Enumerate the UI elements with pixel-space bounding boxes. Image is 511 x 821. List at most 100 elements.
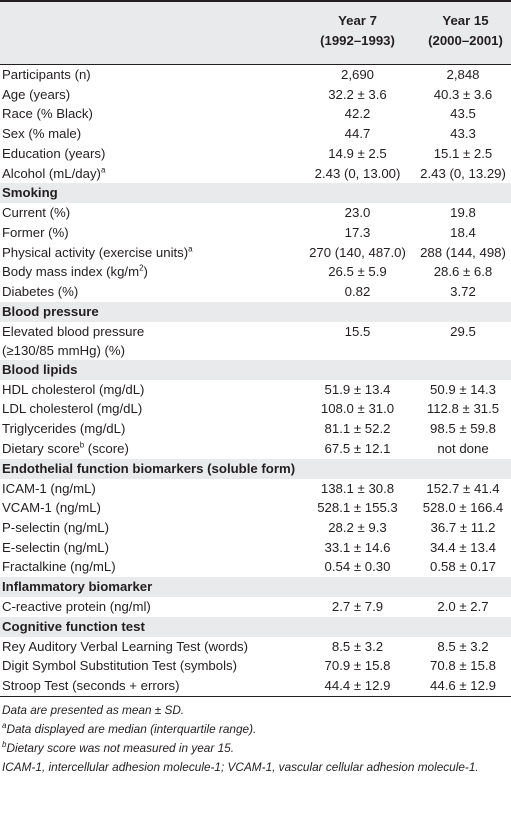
row-label-text: Former (%) <box>2 224 69 240</box>
header-year7: Year 7 (1992–1993) <box>300 11 415 51</box>
row-label-text: Participants (n) <box>2 67 91 82</box>
value-year15: 18.4 <box>450 224 476 240</box>
value-year7: 108.0 ± 31.0 <box>320 401 395 417</box>
row-label: Current (%) <box>0 203 300 223</box>
row-label: E-selectin (ng/mL) <box>0 538 300 558</box>
value-year15: 112.8 ± 31.5 <box>426 401 500 417</box>
value-year15: 44.6 ± 12.9 <box>430 678 496 694</box>
row-label: LDL cholesterol (mg/dL) <box>0 399 300 419</box>
header-year7-range: (1992–1993) <box>320 33 395 48</box>
row-label-text: Body mass index (kg/m <box>2 264 140 280</box>
value-year7: 14.9 ± 2.5 <box>328 145 387 161</box>
table-row: ICAM-1 (ng/mL) 138.1 ± 30.8 152.7 ± 41.4 <box>0 479 511 499</box>
row-label-suffix: ) <box>143 264 148 280</box>
section-title: Smoking <box>0 183 511 204</box>
header-year7-title: Year 7 <box>338 13 377 28</box>
section-title: Endothelial function biomarkers (soluble… <box>0 458 511 479</box>
table-row: HDL cholesterol (mg/dL) 51.9 ± 13.4 50.9 ±… <box>0 380 511 400</box>
row-label-text: Triglycerides (mg/dL) <box>2 421 126 437</box>
section-title: Blood pressure <box>0 301 511 322</box>
row-label: Dietary scoreb (score) <box>0 439 300 459</box>
table-row: Stroop Test (seconds + errors) 44.4 ± 12.… <box>0 676 511 696</box>
row-label: VCAM-1 (ng/mL) <box>0 498 300 518</box>
value-year7: 44.7 <box>344 126 371 142</box>
value-year7: 44.4 ± 12.9 <box>324 678 391 694</box>
value-year7: 81.1 ± 52.2 <box>324 421 391 437</box>
value-year15: 50.9 ± 14.3 <box>430 381 496 397</box>
footnote-abbreviations: ICAM-1, intercellular adhesion molecule-… <box>2 760 479 775</box>
table-row: Sex (% male) 44.7 43.3 <box>0 124 511 144</box>
footnote-b: bDietary score was not measured in year … <box>2 739 509 758</box>
value-year7: 15.5 <box>344 323 371 339</box>
section-title: Cognitive function test <box>0 616 511 637</box>
value-year15: 3.72 <box>450 284 476 300</box>
value-year7: 67.5 ± 12.1 <box>324 440 391 456</box>
row-label: Age (years) <box>0 85 300 105</box>
table-row: Body mass index (kg/m2) 26.5 ± 5.9 28.6 ± … <box>0 262 511 282</box>
row-label-text: Race (% Black) <box>2 106 93 122</box>
value-year15: 40.3 ± 3.6 <box>433 86 493 102</box>
footnote-mean-sd: Data are presented as mean ± SD. <box>2 702 185 717</box>
row-label-text: HDL cholesterol (mg/dL) <box>2 381 145 397</box>
row-label: Alcohol (mL/day)a <box>0 164 300 184</box>
row-label-text: C-reactive protein (ng/ml) <box>2 599 151 615</box>
row-label-text: Sex (% male) <box>2 126 82 142</box>
section-title: Inflammatory biomarker <box>0 577 511 598</box>
row-label: Elevated blood pressure (≥130/85 mmHg) (%… <box>0 322 300 360</box>
value-year7: 8.5 ± 3.2 <box>331 638 384 654</box>
row-label: Fractalkine (ng/mL) <box>0 557 300 577</box>
table-row: Digit Symbol Substitution Test (symbols)… <box>0 656 511 676</box>
value-year7: 51.9 ± 13.4 <box>324 381 391 397</box>
section-header-row: Cognitive function test <box>0 616 511 637</box>
value-year15: not done <box>437 440 489 456</box>
footnote-a: aData displayed are median (interquartil… <box>2 720 509 739</box>
value-year15: 29.5 <box>450 323 476 339</box>
value-year7: 32.2 ± 3.6 <box>328 86 387 102</box>
value-year7: 23.0 <box>344 205 371 221</box>
value-year15: 2.0 ± 2.7 <box>437 599 489 615</box>
row-label: C-reactive protein (ng/ml) <box>0 597 300 617</box>
row-label: ICAM-1 (ng/mL) <box>0 479 300 499</box>
value-year15: 98.5 ± 59.8 <box>430 421 496 437</box>
row-label-text: LDL cholesterol (mg/dL) <box>2 401 143 417</box>
value-year15: 70.8 ± 15.8 <box>430 658 496 674</box>
row-label: Participants (n) <box>0 65 300 85</box>
row-label-text: Digit Symbol Substitution Test (symbols) <box>2 658 238 674</box>
row-label: Rey Auditory Verbal Learning Test (words… <box>0 637 300 657</box>
row-label-text: Stroop Test (seconds + errors) <box>2 678 180 694</box>
row-label-text: E-selectin (ng/mL) <box>2 539 110 555</box>
row-label-text: P-selectin (ng/mL) <box>2 519 110 535</box>
row-label-suffix: (score) <box>84 440 129 456</box>
row-label-text: Physical activity (exercise units) <box>2 244 189 260</box>
table-row: C-reactive protein (ng/ml) 2.7 ± 7.9 2.0 ±… <box>0 597 511 617</box>
row-label-text: Elevated blood pressure <box>2 323 145 339</box>
value-year7: 17.3 <box>344 224 371 240</box>
footnote-marker: a <box>100 165 106 175</box>
row-label: Education (years) <box>0 144 300 164</box>
header-year15-range: (2000–2001) <box>428 33 503 48</box>
value-year15: 43.5 <box>450 106 476 122</box>
row-label: HDL cholesterol (mg/dL) <box>0 380 300 400</box>
table-row: VCAM-1 (ng/mL) 528.1 ± 155.3 528.0 ± 166.4 <box>0 498 511 518</box>
value-year15: 2,848 <box>446 67 480 82</box>
value-year15: 43.3 <box>450 126 476 142</box>
table-header: Year 7 (1992–1993) Year 15 (2000–2001) <box>0 0 511 64</box>
table-row: Dietary scoreb (score) 67.5 ± 12.1 not don… <box>0 439 511 459</box>
row-label: Former (%) <box>0 223 300 243</box>
row-label-line2: (≥130/85 mmHg) (%) <box>2 342 126 358</box>
value-year15: 28.6 ± 6.8 <box>433 264 493 280</box>
footnote-marker: b <box>79 440 85 450</box>
row-label-text: Age (years) <box>2 86 71 102</box>
table-row: Diabetes (%) 0.82 3.72 <box>0 282 511 302</box>
row-label: P-selectin (ng/mL) <box>0 518 300 538</box>
header-year15-title: Year 15 <box>442 13 489 28</box>
value-year15: 15.1 ± 2.5 <box>433 145 493 161</box>
table-container: Year 7 (1992–1993) Year 15 (2000–2001) P… <box>0 0 511 778</box>
value-year7: 2,690 <box>340 67 374 82</box>
row-label-text: Alcohol (mL/day) <box>2 165 101 181</box>
row-label: Body mass index (kg/m2) <box>0 262 300 282</box>
section-header-row: Endothelial function biomarkers (soluble… <box>0 458 511 479</box>
table-footnotes: Data are presented as mean ± SD. aData d… <box>0 695 511 778</box>
row-label: Sex (% male) <box>0 124 300 144</box>
section-header-row: Smoking <box>0 183 511 204</box>
